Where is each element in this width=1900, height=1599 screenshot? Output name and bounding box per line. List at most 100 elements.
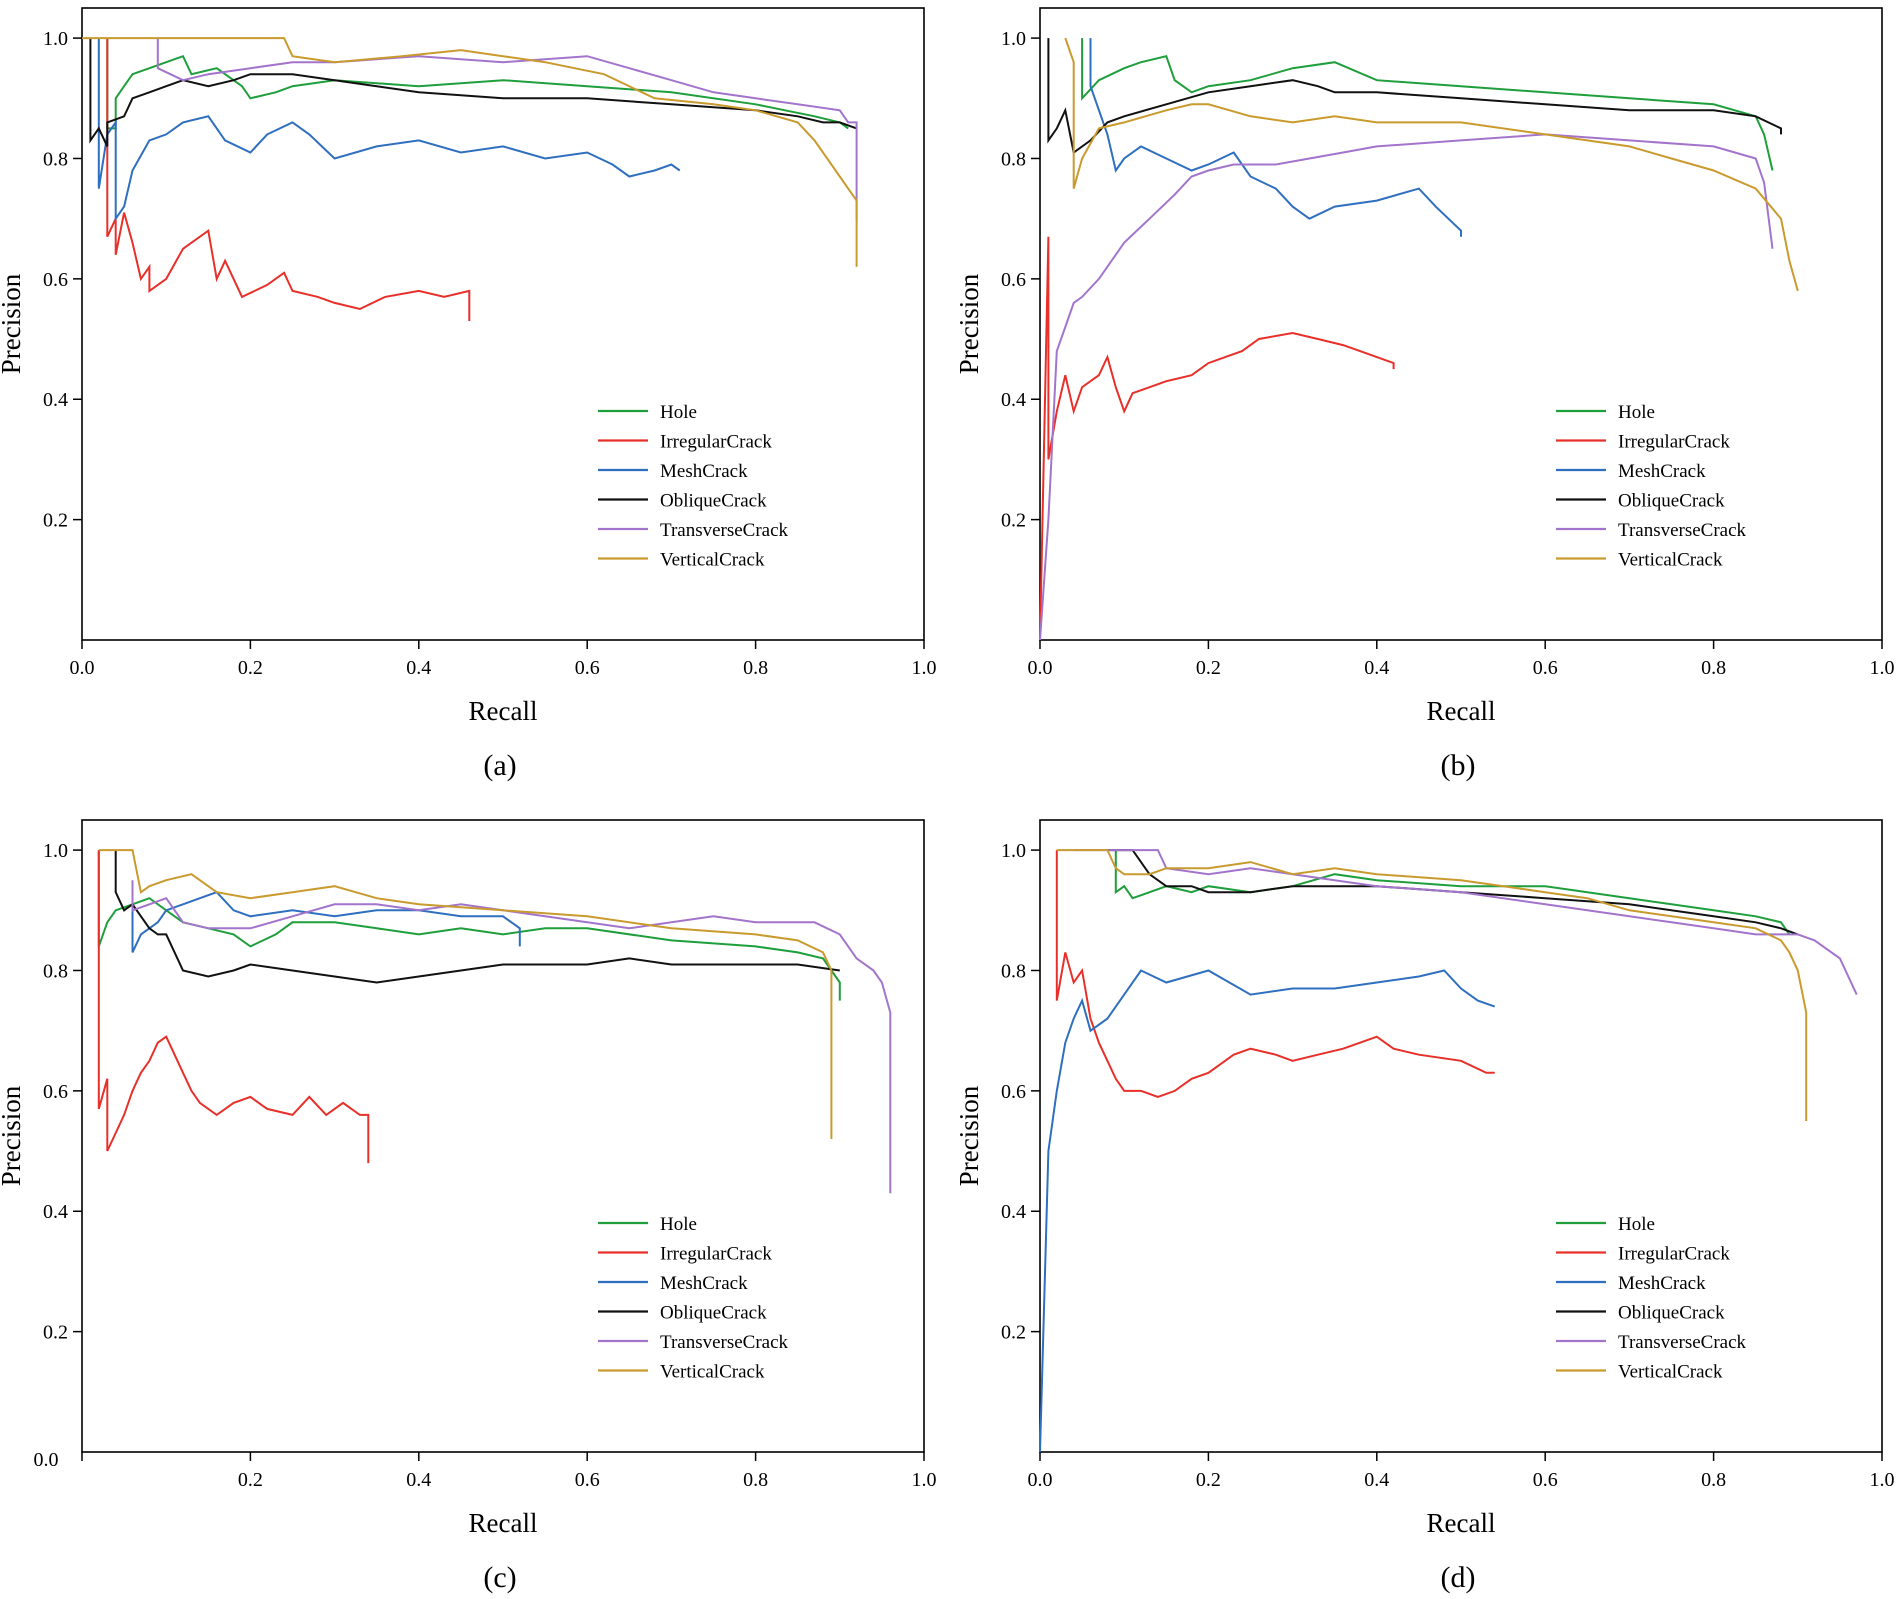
- legend-label-irregularcrack: IrregularCrack: [1618, 1244, 1730, 1265]
- x-tick-label: 0.8: [743, 657, 768, 679]
- x-tick-label: 0.0: [1028, 1469, 1053, 1491]
- plot-frame: [1039, 7, 1883, 641]
- y-tick-label: 0.6: [43, 269, 68, 291]
- y-tick-label: 0.2: [43, 1322, 68, 1344]
- y-tick-label: 1.0: [1001, 840, 1026, 862]
- legend-label-irregularcrack: IrregularCrack: [660, 432, 772, 453]
- series-line-transversecrack: [131, 880, 892, 1194]
- panel-caption: (b): [1441, 749, 1476, 782]
- chart-panel-a: 0.0 0.2 0.4 0.6 0.8 1.0 0.2 0.4 0.6 0.8 1.0 Recall P…: [0, 7, 937, 782]
- legend-label-transversecrack: TransverseCrack: [1618, 1332, 1747, 1353]
- y-tick-label: 0.8: [43, 960, 68, 982]
- x-tick-label: 0.8: [1701, 1469, 1726, 1491]
- x-tick-label: 0.2: [1196, 657, 1221, 679]
- series-line-verticalcrack: [1064, 37, 1799, 292]
- chart-panel-d: 0.0 0.2 0.4 0.6 0.8 1.0 0.2 0.4 0.6 0.8 1.0 Recall P…: [954, 819, 1895, 1594]
- legend-label-hole: Hole: [1618, 402, 1655, 423]
- legend: Hole IrregularCrack MeshCrack ObliqueCrack T…: [1556, 402, 1747, 571]
- x-tick-label: 0.0: [34, 1449, 59, 1471]
- x-tick-label: 0.4: [1364, 657, 1389, 679]
- legend-label-meshcrack: MeshCrack: [1618, 1273, 1706, 1294]
- legend-label-meshcrack: MeshCrack: [660, 1273, 748, 1294]
- x-axis-title: Recall: [1427, 1508, 1496, 1538]
- series-line-obliquecrack: [1047, 38, 1782, 155]
- series-line-irregularcrack: [97, 850, 370, 1164]
- legend-label-verticalcrack: VerticalCrack: [1618, 550, 1723, 571]
- legend-label-obliquecrack: ObliqueCrack: [1618, 491, 1725, 512]
- x-tick-label: 1.0: [912, 1469, 937, 1491]
- y-axis-title: Precision: [954, 273, 984, 374]
- x-tick-label: 0.6: [1533, 657, 1558, 679]
- series-line-verticalcrack: [82, 37, 858, 267]
- plot-frame: [81, 7, 925, 641]
- series-line-irregularcrack: [1039, 236, 1395, 641]
- series-line-transversecrack: [1039, 133, 1774, 641]
- y-tick-label: 1.0: [43, 28, 68, 50]
- chart-panel-c: 0.2 0.4 0.6 0.8 1.0 0.0 0.2 0.4 0.6 0.8 1.0 Recall P…: [0, 819, 937, 1594]
- legend-label-irregularcrack: IrregularCrack: [660, 1244, 772, 1265]
- series-line-obliquecrack: [114, 850, 840, 984]
- x-tick-label: 0.6: [1533, 1469, 1558, 1491]
- series-line-meshcrack: [131, 891, 521, 953]
- series-line-irregularcrack: [1055, 850, 1495, 1098]
- y-tick-label: 0.4: [43, 389, 68, 411]
- series-line-obliquecrack: [1107, 849, 1799, 936]
- x-tick-label: 1.0: [1870, 657, 1895, 679]
- x-tick-label: 0.8: [743, 1469, 768, 1491]
- x-tick-label: 0.0: [1028, 657, 1053, 679]
- y-axis-title: Precision: [0, 273, 26, 374]
- panel-caption: (d): [1441, 1561, 1476, 1594]
- legend-label-transversecrack: TransverseCrack: [1618, 520, 1747, 541]
- x-tick-label: 1.0: [912, 657, 937, 679]
- series-line-verticalcrack: [98, 849, 833, 1139]
- y-tick-label: 0.8: [1001, 148, 1026, 170]
- legend-label-meshcrack: MeshCrack: [660, 461, 748, 482]
- x-tick-label: 0.6: [575, 1469, 600, 1491]
- y-tick-label: 0.2: [43, 510, 68, 532]
- y-axis-title: Precision: [0, 1085, 26, 1186]
- y-tick-label: 0.6: [43, 1081, 68, 1103]
- chart-panel-b: 0.0 0.2 0.4 0.6 0.8 1.0 0.2 0.4 0.6 0.8 1.0 Recall P…: [954, 7, 1895, 782]
- legend-label-hole: Hole: [660, 1214, 697, 1235]
- legend-label-obliquecrack: ObliqueCrack: [1618, 1303, 1725, 1324]
- legend-label-verticalcrack: VerticalCrack: [660, 1362, 765, 1383]
- series-line-irregularcrack: [106, 38, 471, 321]
- series-line-verticalcrack: [1056, 849, 1808, 1121]
- legend-label-verticalcrack: VerticalCrack: [660, 550, 765, 571]
- legend-label-obliquecrack: ObliqueCrack: [660, 1303, 767, 1324]
- legend-label-transversecrack: TransverseCrack: [660, 520, 789, 541]
- panel-caption: (a): [483, 749, 516, 782]
- y-tick-label: 0.4: [1001, 1201, 1026, 1223]
- series-line-transversecrack: [156, 38, 858, 219]
- legend-label-obliquecrack: ObliqueCrack: [660, 491, 767, 512]
- x-tick-label: 0.4: [1364, 1469, 1389, 1491]
- legend-label-verticalcrack: VerticalCrack: [1618, 1362, 1723, 1383]
- legend-label-irregularcrack: IrregularCrack: [1618, 432, 1730, 453]
- y-tick-label: 0.2: [1001, 1322, 1026, 1344]
- series-line-meshcrack: [97, 38, 681, 222]
- x-tick-label: 0.8: [1701, 657, 1726, 679]
- y-tick-label: 0.4: [1001, 389, 1026, 411]
- series-line-hole: [106, 38, 849, 130]
- x-tick-label: 0.2: [238, 657, 263, 679]
- panel-caption: (c): [483, 1561, 516, 1594]
- series-line-meshcrack: [1039, 969, 1496, 1453]
- x-tick-label: 0.6: [575, 657, 600, 679]
- x-tick-label: 0.2: [238, 1469, 263, 1491]
- series-line-meshcrack: [1089, 38, 1462, 237]
- legend: Hole IrregularCrack MeshCrack ObliqueCrack T…: [1556, 1214, 1747, 1383]
- y-tick-label: 0.8: [1001, 960, 1026, 982]
- legend-label-transversecrack: TransverseCrack: [660, 1332, 789, 1353]
- x-axis-title: Recall: [469, 696, 538, 726]
- plot-frame: [81, 819, 925, 1453]
- series-line-hole: [97, 850, 841, 1001]
- legend-label-hole: Hole: [1618, 1214, 1655, 1235]
- y-tick-label: 0.6: [1001, 269, 1026, 291]
- series-line-obliquecrack: [89, 38, 857, 147]
- x-tick-label: 0.0: [70, 657, 95, 679]
- y-axis-title: Precision: [954, 1085, 984, 1186]
- y-tick-label: 1.0: [1001, 28, 1026, 50]
- legend-label-meshcrack: MeshCrack: [1618, 461, 1706, 482]
- x-tick-label: 0.4: [406, 1469, 431, 1491]
